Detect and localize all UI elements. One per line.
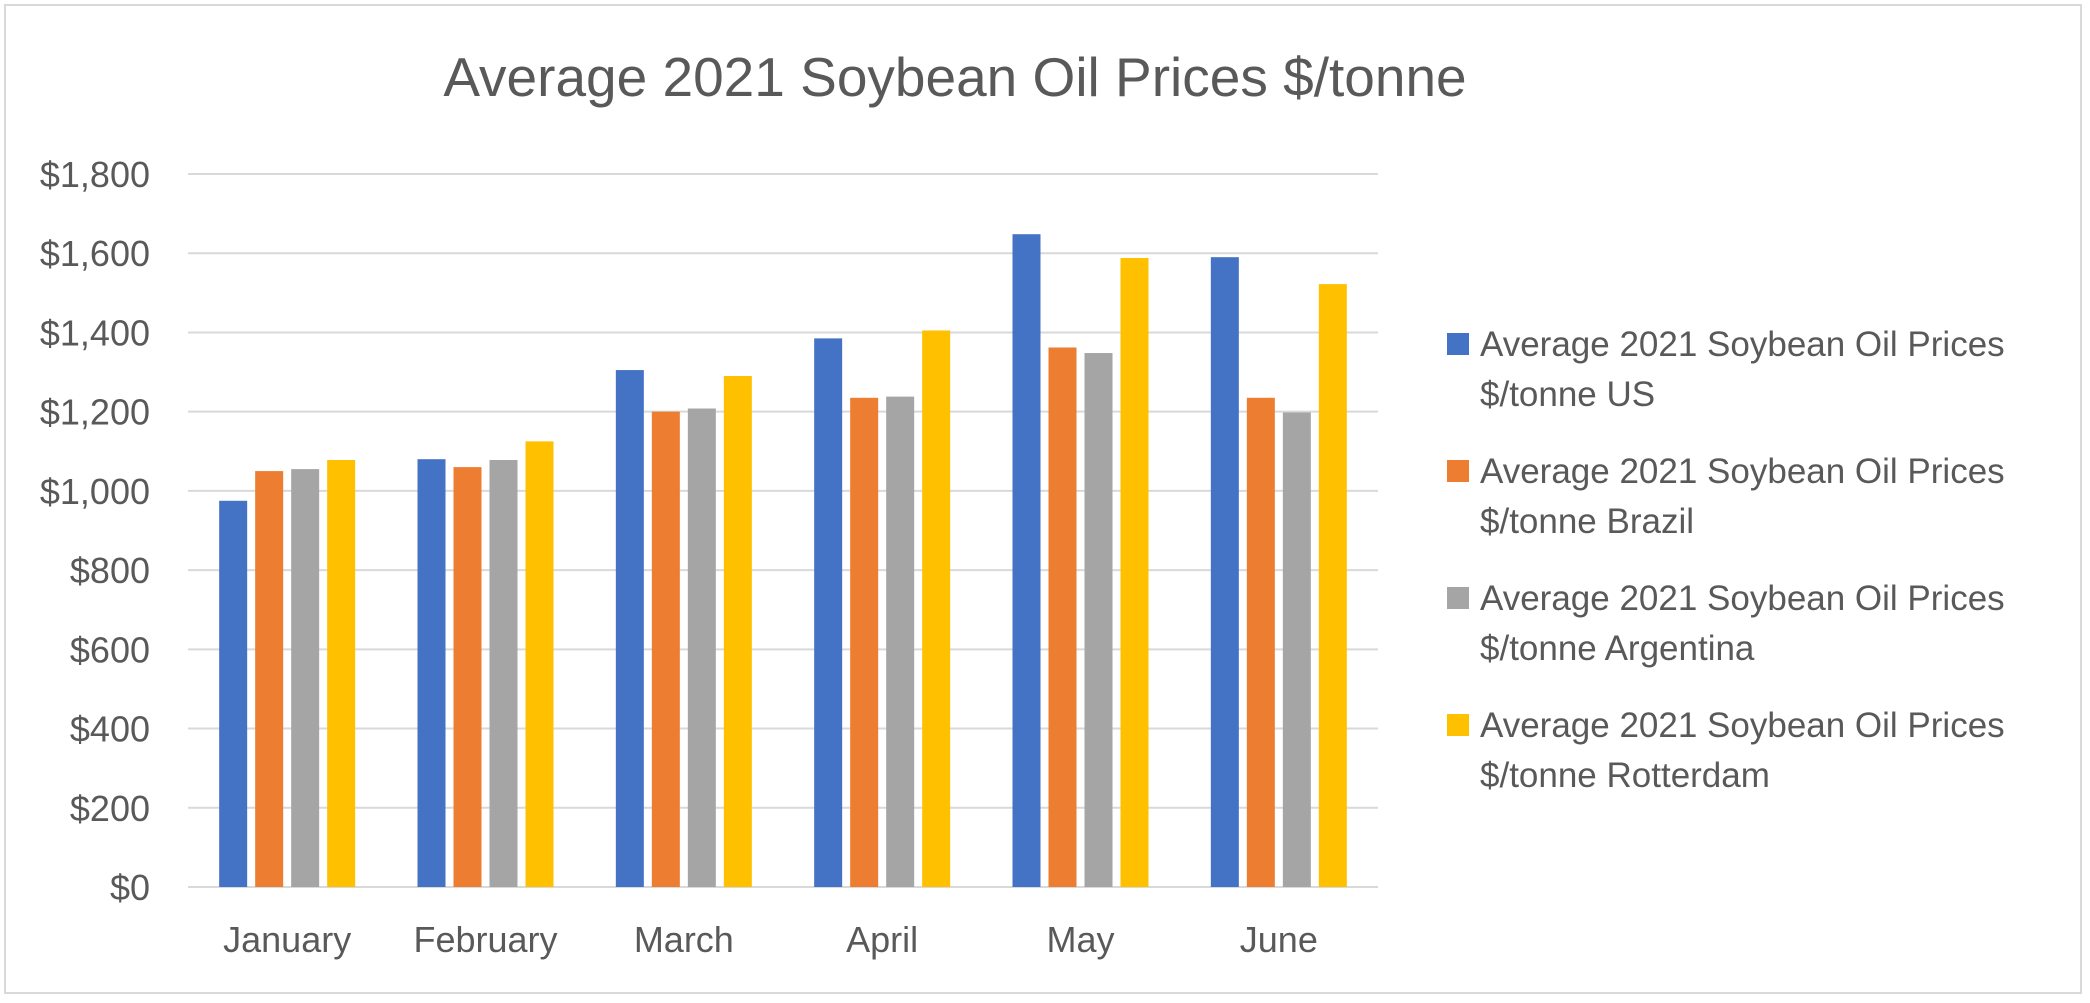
legend-label: Average 2021 Soybean Oil Prices xyxy=(1480,706,2005,745)
bar-february-series-3 xyxy=(489,459,518,887)
bar-january-series-4 xyxy=(327,459,356,887)
bar-june-series-2 xyxy=(1246,397,1275,887)
bars xyxy=(219,234,1347,888)
y-tick-label: $800 xyxy=(70,550,150,591)
legend-swatch xyxy=(1447,714,1469,736)
y-tick-label: $200 xyxy=(70,788,150,829)
bar-february-series-1 xyxy=(417,459,446,887)
legend: Average 2021 Soybean Oil Prices $/tonne U… xyxy=(1447,325,2005,795)
bar-january-series-3 xyxy=(291,469,320,887)
y-tick-label: $400 xyxy=(70,709,150,750)
y-tick-label: $0 xyxy=(110,867,150,908)
legend-label: $/tonne Brazil xyxy=(1480,502,1694,541)
legend-label: $/tonne Argentina xyxy=(1480,629,1755,668)
x-tick-label: June xyxy=(1240,919,1318,960)
y-tick-label: $1,600 xyxy=(40,233,150,274)
bar-january-series-2 xyxy=(255,471,284,887)
bar-january-series-1 xyxy=(219,500,248,887)
x-tick-label: January xyxy=(223,919,351,960)
bar-march-series-1 xyxy=(615,370,644,887)
bar-february-series-4 xyxy=(525,441,554,887)
bar-april-series-4 xyxy=(922,330,951,888)
bar-march-series-3 xyxy=(687,408,716,887)
bar-june-series-4 xyxy=(1318,284,1347,887)
bar-march-series-2 xyxy=(651,411,680,887)
legend-label: $/tonne US xyxy=(1480,375,1655,414)
legend-swatch xyxy=(1447,333,1469,355)
x-tick-label: May xyxy=(1046,919,1114,960)
x-axis-ticks: January February March April May June xyxy=(223,919,1318,960)
legend-swatch xyxy=(1447,587,1469,609)
y-tick-label: $1,400 xyxy=(40,312,150,353)
legend-label: Average 2021 Soybean Oil Prices xyxy=(1480,325,2005,364)
y-tick-label: $1,800 xyxy=(40,154,150,195)
legend-label: $/tonne Rotterdam xyxy=(1480,756,1770,795)
chart-title: Average 2021 Soybean Oil Prices $/tonne xyxy=(443,46,1466,108)
x-tick-label: February xyxy=(413,919,557,960)
x-tick-label: April xyxy=(846,919,918,960)
bar-may-series-2 xyxy=(1048,347,1077,887)
y-axis-ticks: $0 $200 $400 $600 $800 $1,000 $1,200 $1,400 $1,6… xyxy=(40,154,150,908)
x-tick-label: March xyxy=(634,919,734,960)
bar-may-series-3 xyxy=(1084,353,1113,887)
legend-label: Average 2021 Soybean Oil Prices xyxy=(1480,452,2005,491)
bar-april-series-3 xyxy=(886,396,915,887)
y-tick-label: $1,000 xyxy=(40,471,150,512)
gridlines xyxy=(188,173,1378,888)
bar-april-series-1 xyxy=(814,338,843,887)
y-tick-label: $600 xyxy=(70,629,150,670)
bar-june-series-1 xyxy=(1210,257,1239,887)
legend-swatch xyxy=(1447,460,1469,482)
legend-label: Average 2021 Soybean Oil Prices xyxy=(1480,579,2005,618)
y-tick-label: $1,200 xyxy=(40,392,150,433)
bar-may-series-4 xyxy=(1120,257,1149,887)
bar-june-series-3 xyxy=(1282,412,1311,887)
bar-april-series-2 xyxy=(850,397,879,887)
bar-february-series-2 xyxy=(453,467,482,887)
bar-may-series-1 xyxy=(1012,234,1041,888)
bar-march-series-4 xyxy=(723,376,752,887)
